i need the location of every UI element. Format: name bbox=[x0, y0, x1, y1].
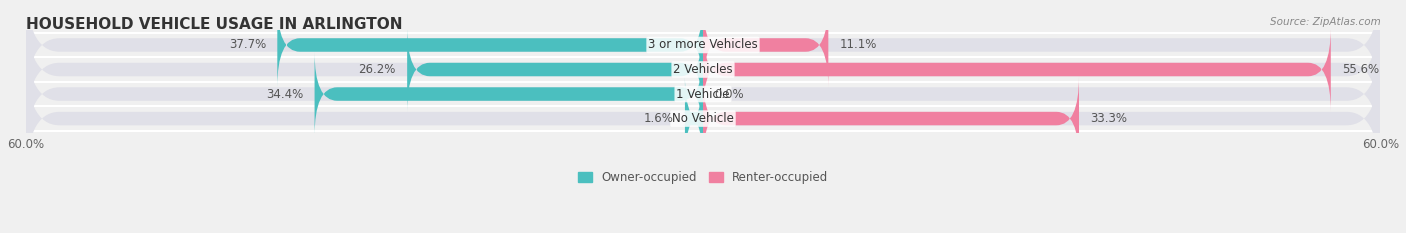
FancyBboxPatch shape bbox=[703, 76, 1078, 161]
FancyBboxPatch shape bbox=[703, 27, 1331, 112]
FancyBboxPatch shape bbox=[703, 3, 828, 87]
FancyBboxPatch shape bbox=[25, 0, 1381, 112]
Text: 55.6%: 55.6% bbox=[1343, 63, 1379, 76]
Text: 37.7%: 37.7% bbox=[229, 38, 266, 51]
FancyBboxPatch shape bbox=[25, 52, 1381, 185]
Text: HOUSEHOLD VEHICLE USAGE IN ARLINGTON: HOUSEHOLD VEHICLE USAGE IN ARLINGTON bbox=[25, 17, 402, 32]
FancyBboxPatch shape bbox=[408, 27, 703, 112]
Text: Source: ZipAtlas.com: Source: ZipAtlas.com bbox=[1270, 17, 1381, 27]
Text: 0.0%: 0.0% bbox=[714, 88, 744, 100]
Text: 26.2%: 26.2% bbox=[359, 63, 396, 76]
Text: No Vehicle: No Vehicle bbox=[672, 112, 734, 125]
Text: 1 Vehicle: 1 Vehicle bbox=[676, 88, 730, 100]
Text: 11.1%: 11.1% bbox=[839, 38, 877, 51]
Text: 1.6%: 1.6% bbox=[644, 112, 673, 125]
FancyBboxPatch shape bbox=[25, 3, 1381, 136]
Text: 33.3%: 33.3% bbox=[1090, 112, 1128, 125]
FancyBboxPatch shape bbox=[277, 3, 703, 87]
FancyBboxPatch shape bbox=[315, 52, 703, 136]
Text: 34.4%: 34.4% bbox=[266, 88, 304, 100]
Text: 2 Vehicles: 2 Vehicles bbox=[673, 63, 733, 76]
Legend: Owner-occupied, Renter-occupied: Owner-occupied, Renter-occupied bbox=[578, 171, 828, 184]
FancyBboxPatch shape bbox=[681, 76, 707, 161]
Text: 3 or more Vehicles: 3 or more Vehicles bbox=[648, 38, 758, 51]
FancyBboxPatch shape bbox=[25, 27, 1381, 161]
